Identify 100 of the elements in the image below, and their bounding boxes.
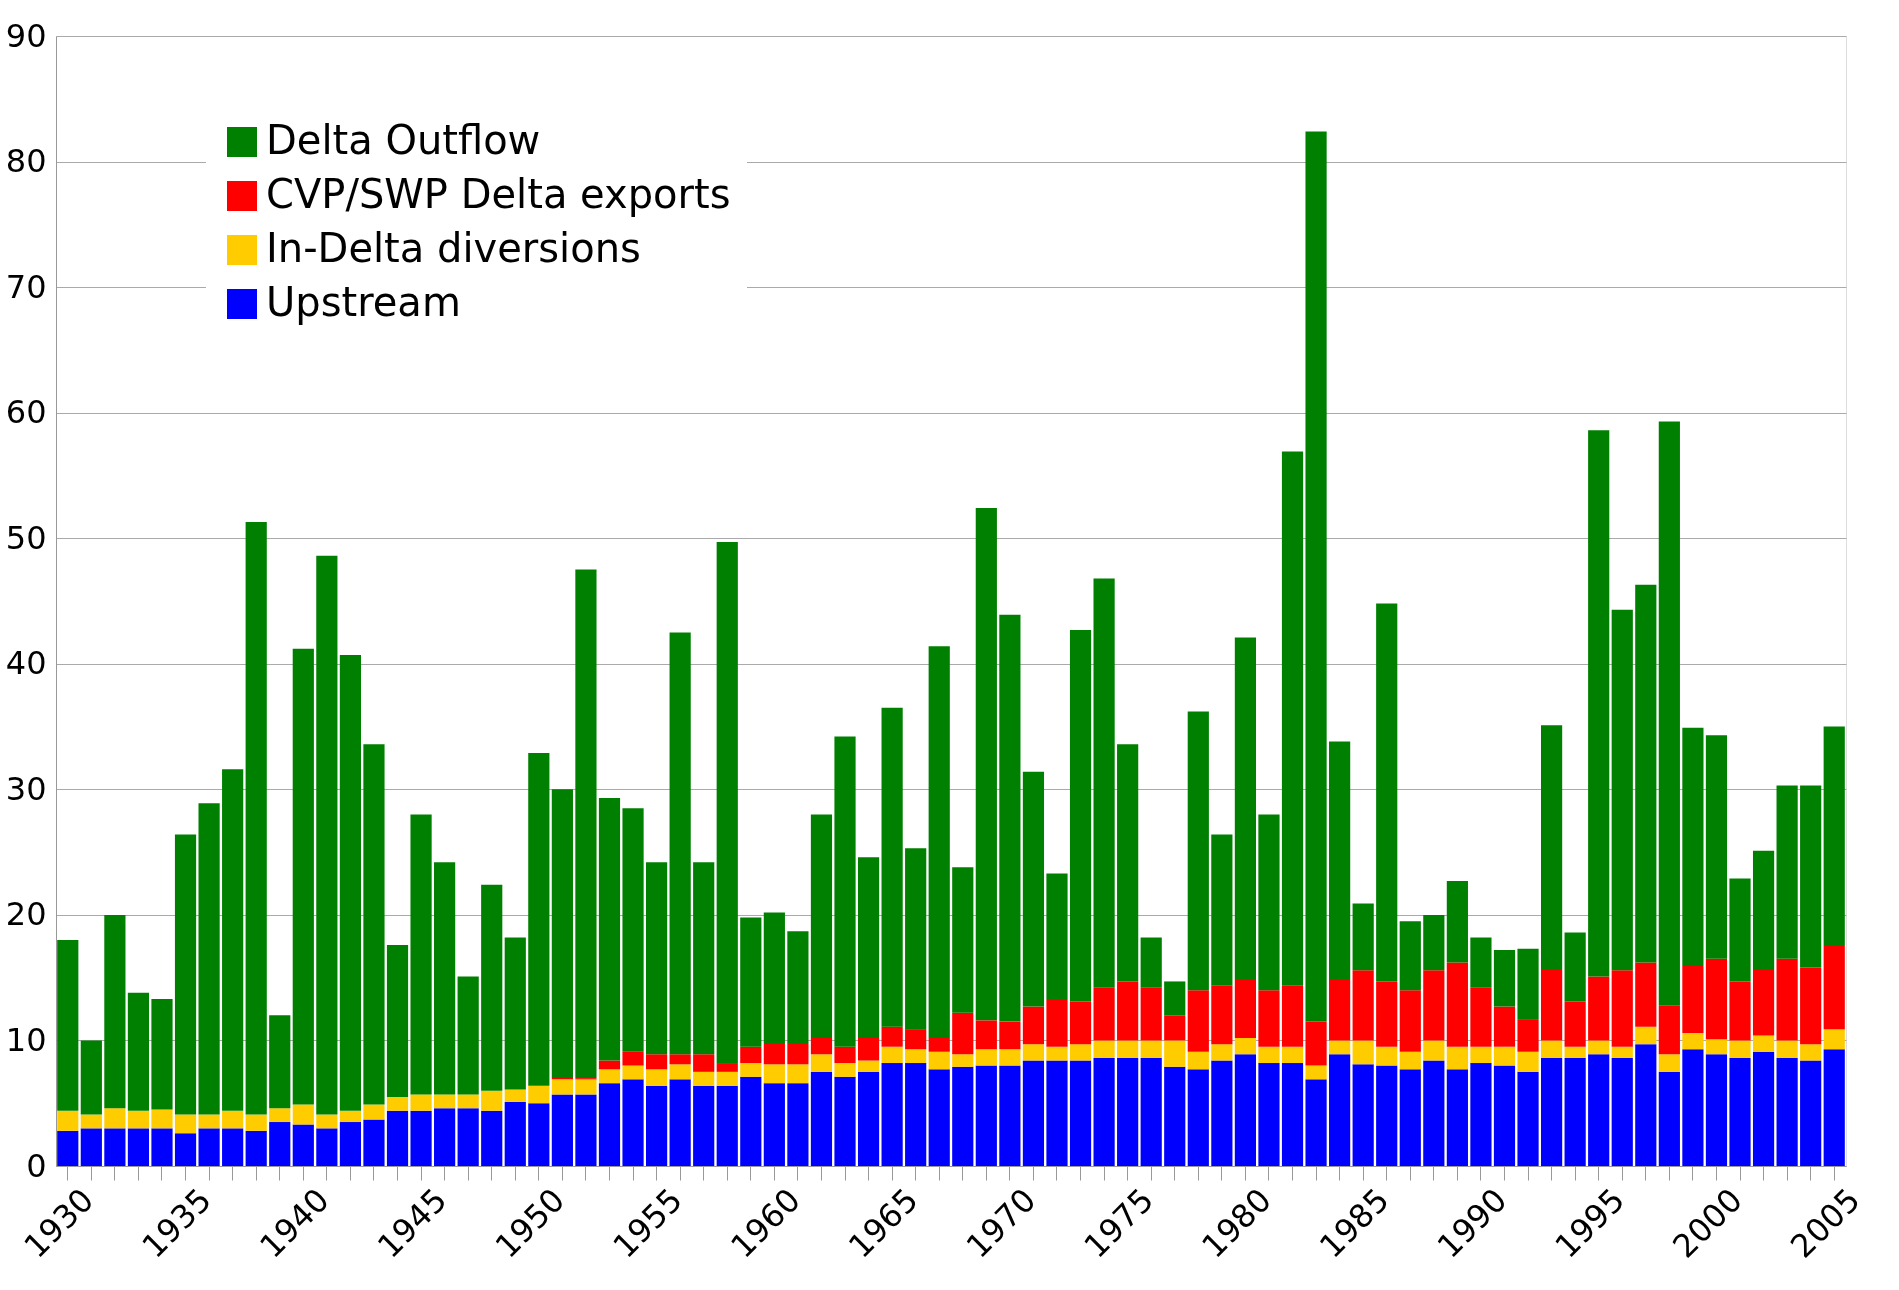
bar (1493, 950, 1516, 1007)
bar (1470, 937, 1492, 988)
bar (551, 789, 573, 1079)
bar (598, 1083, 621, 1166)
bar (928, 646, 950, 1038)
bar (1729, 1040, 1751, 1059)
y-tick-label: 90 (5, 16, 47, 55)
bar (1376, 603, 1398, 982)
bar (1376, 1046, 1398, 1066)
bar (386, 1096, 409, 1111)
bar (740, 1076, 762, 1166)
bar (693, 862, 715, 1055)
bar (1588, 430, 1610, 977)
bar (1588, 976, 1610, 1041)
bar (1752, 968, 1775, 1036)
legend-label: In-Delta diversions (266, 225, 641, 271)
bar (1800, 1060, 1822, 1166)
bar (481, 1110, 503, 1166)
bar (1800, 1044, 1822, 1061)
bar (1705, 1054, 1728, 1166)
bar (1140, 1058, 1162, 1166)
bar (740, 1063, 762, 1077)
bar (1329, 1054, 1351, 1166)
bar (1446, 880, 1468, 963)
bar (1540, 725, 1563, 969)
bar (269, 1015, 291, 1109)
bar (1705, 1039, 1728, 1055)
y-tick-label: 40 (5, 644, 47, 683)
bar (1117, 744, 1139, 982)
bar (1093, 1040, 1115, 1059)
bar (1140, 937, 1162, 988)
bar (1682, 727, 1704, 966)
bar (1517, 1019, 1539, 1052)
bar (1187, 1069, 1209, 1166)
bar (952, 1066, 974, 1166)
bar (787, 1042, 809, 1065)
bar (1470, 1046, 1492, 1064)
bar (1493, 1006, 1516, 1047)
bar (151, 999, 173, 1110)
bar (1069, 1060, 1092, 1166)
bar (787, 931, 809, 1043)
bar (1117, 1058, 1139, 1166)
bar (1776, 958, 1798, 1041)
bar (457, 976, 479, 1095)
bar (1069, 629, 1092, 1002)
bar (316, 1128, 338, 1166)
bar (1329, 1040, 1351, 1055)
bar (174, 1133, 197, 1166)
bar (1234, 1054, 1257, 1166)
bar (622, 1065, 644, 1080)
bar (222, 769, 244, 1111)
bar (245, 521, 267, 1115)
legend-label: CVP/SWP Delta exports (266, 171, 731, 217)
y-tick-label: 30 (5, 769, 47, 808)
bar (881, 1046, 903, 1064)
bar (434, 1094, 456, 1109)
bar (1588, 1054, 1610, 1166)
bar (481, 1090, 503, 1111)
bar (127, 992, 150, 1111)
bar (1635, 1026, 1657, 1045)
bar (598, 798, 621, 1061)
bar (1234, 637, 1257, 979)
bar (292, 1124, 314, 1166)
bar (151, 1128, 173, 1166)
bar (1234, 978, 1257, 1038)
bar (1164, 1015, 1186, 1041)
bar (1776, 1058, 1798, 1166)
bar (1658, 1071, 1680, 1166)
bar (1705, 735, 1728, 959)
bar (1776, 1040, 1798, 1059)
bar (881, 1026, 903, 1047)
bar (1022, 771, 1045, 1007)
bar (928, 1069, 950, 1166)
bar (834, 1076, 856, 1166)
bar (1187, 1051, 1209, 1070)
bar (693, 1085, 715, 1166)
bar (999, 1065, 1021, 1166)
bar (1423, 1040, 1445, 1061)
bar (80, 1040, 102, 1115)
bar (1823, 726, 1845, 946)
bar (905, 1029, 927, 1050)
bar (1046, 873, 1068, 1000)
bar (952, 867, 974, 1013)
bar (669, 1054, 691, 1065)
bar (1588, 1040, 1610, 1055)
bar (1258, 1046, 1280, 1064)
bar (528, 1103, 550, 1166)
bar (622, 808, 644, 1052)
bar (1752, 1051, 1775, 1166)
bar (1800, 967, 1822, 1045)
bar (598, 1069, 621, 1084)
bar (363, 744, 385, 1105)
bar (1446, 962, 1468, 1047)
bar (1187, 711, 1209, 991)
bar (1281, 1063, 1304, 1166)
bar (1305, 131, 1327, 1022)
bar (1635, 962, 1657, 1027)
y-tick-label: 70 (5, 267, 47, 306)
bar (222, 1110, 244, 1129)
bar (975, 1020, 997, 1050)
